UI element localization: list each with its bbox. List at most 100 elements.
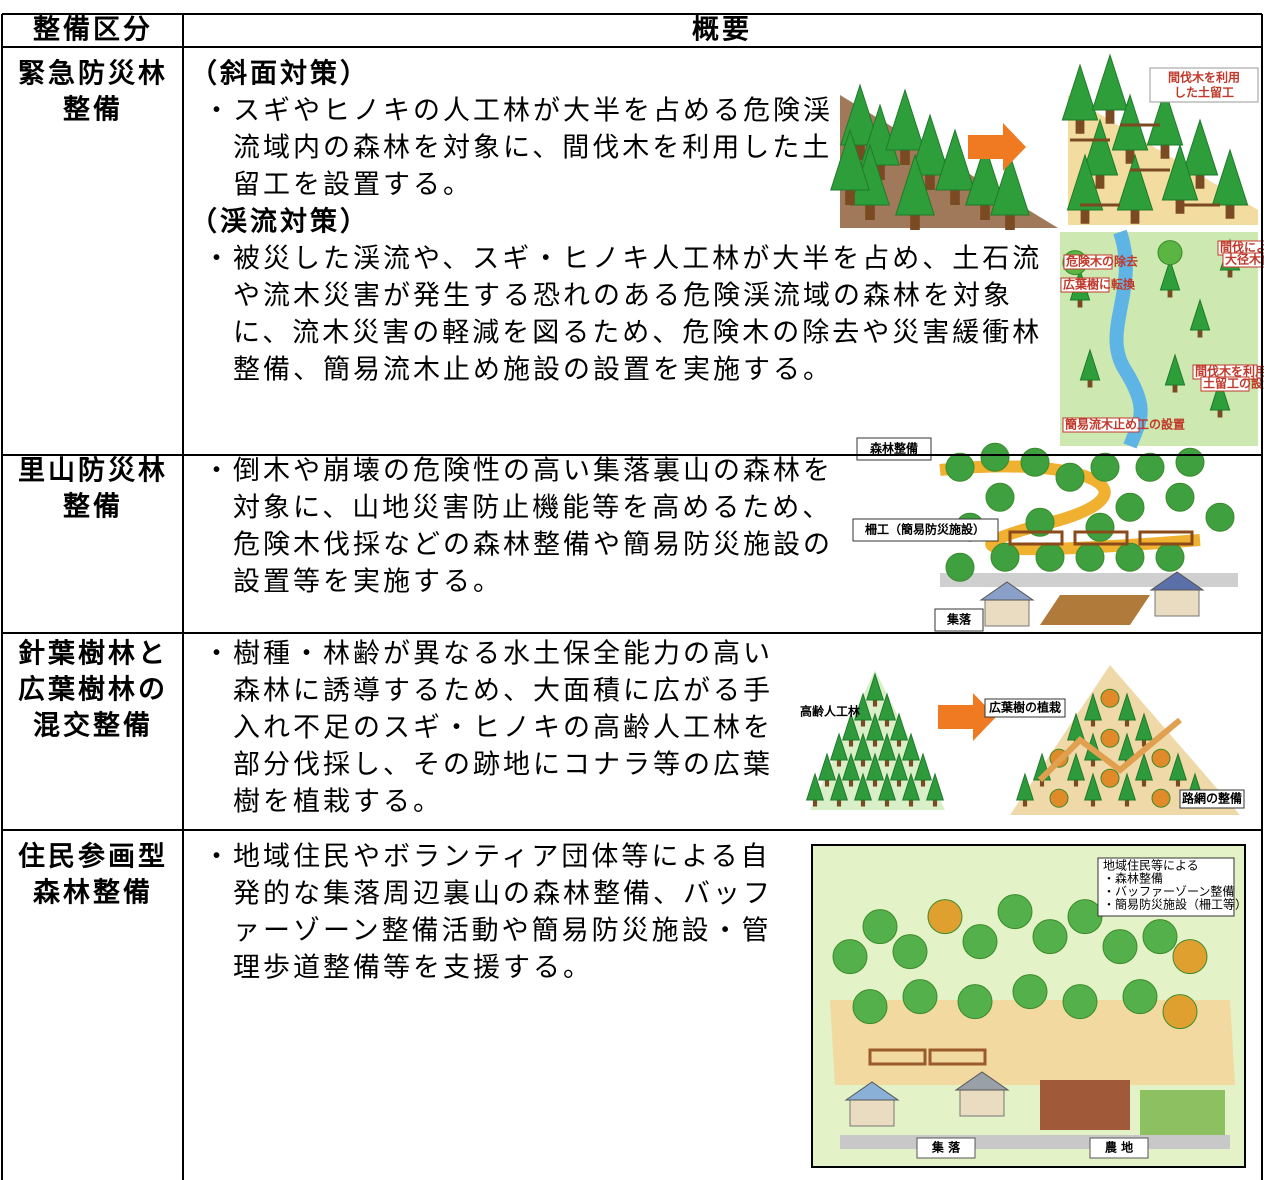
summary-line: 森林に誘導するため、大面積に広がる手: [233, 676, 773, 707]
figure-label: 間伐による: [1220, 240, 1264, 255]
tree: [1115, 542, 1145, 572]
figure-label: 集落: [946, 612, 972, 627]
figure-label: 広葉樹に転換: [1063, 277, 1136, 292]
tree-trunk: [896, 780, 902, 787]
tree: [1100, 688, 1120, 708]
label-box: [1089, 1137, 1149, 1159]
tree-trunk: [908, 800, 914, 807]
tree: [910, 113, 950, 176]
label-box: [1222, 252, 1264, 268]
tree: [1175, 447, 1205, 477]
tree-trunk: [900, 150, 910, 165]
tree: [985, 482, 1015, 512]
tree-trunk: [855, 145, 865, 160]
summary-line: に、流木災害の軽減を図るため、危険木の除去や災害緩衝林: [233, 318, 1042, 349]
tree: [1162, 994, 1198, 1030]
slope: [1068, 95, 1258, 225]
tree: [1111, 93, 1149, 151]
path-road: [1037, 717, 1182, 783]
summary-line: ・地域住民やボランティア団体等による自: [203, 842, 771, 873]
field: [1140, 1090, 1225, 1135]
tree: [889, 752, 909, 781]
tree-trunk: [1039, 780, 1045, 787]
tree-trunk: [1075, 120, 1085, 134]
category-cell: 混交整備: [33, 710, 153, 742]
tree: [1151, 788, 1171, 808]
tree: [1157, 240, 1183, 266]
tree: [1135, 452, 1165, 482]
tree-trunk: [1124, 800, 1130, 807]
tree: [817, 752, 837, 781]
tree-trunk: [884, 720, 890, 727]
figure-label: 高齢人工林: [800, 704, 860, 719]
tree-trunk: [910, 215, 920, 230]
figure-label: 広葉樹の植栽: [989, 700, 1061, 715]
tree-trunk: [896, 740, 902, 747]
tree: [1062, 984, 1098, 1020]
tree: [1164, 353, 1186, 386]
tree: [1115, 492, 1145, 522]
figure-label: 森林整備: [870, 441, 918, 456]
tree-trunk: [1105, 110, 1115, 124]
label-box: [852, 518, 999, 542]
tree: [1168, 752, 1188, 781]
fence: [928, 1048, 987, 1066]
figure-label: ・簡易防災施設（柵工等）: [1103, 897, 1247, 912]
summary-line: ・被災した渓流や、スギ・ヒノキ人工林が大半を占め、土石流: [203, 244, 1042, 275]
category-cell: 整備: [63, 491, 123, 523]
tree: [945, 552, 975, 582]
tree: [927, 899, 963, 935]
tree: [1049, 788, 1069, 808]
tree-trunk: [1090, 760, 1096, 767]
tree: [1209, 378, 1231, 411]
summary-line: 樹を植栽する。: [233, 787, 443, 818]
tree-trunk: [848, 780, 854, 787]
house: [984, 599, 1030, 627]
figure-label: 農 地: [1105, 1140, 1133, 1155]
tree: [877, 732, 897, 761]
tree: [965, 143, 1005, 206]
tree-trunk: [932, 800, 938, 807]
figure-label: 地域住民等による: [1103, 859, 1199, 873]
tree-trunk: [920, 780, 926, 787]
tree: [997, 894, 1033, 930]
tree: [877, 772, 897, 801]
tree: [1100, 728, 1120, 748]
figure-label: した土留工: [1174, 85, 1234, 100]
label-box: [1149, 67, 1259, 103]
tree-trunk: [1227, 270, 1233, 278]
figure-label: 土留工の設置: [1203, 376, 1264, 391]
roof: [954, 1071, 1010, 1091]
summary-line: 入れ不足のスギ・ヒノキの高齢人工林を: [233, 713, 773, 744]
figure-label: 間伐木を利用した: [1195, 364, 1264, 379]
label-box: [1062, 417, 1140, 433]
tree: [1079, 348, 1101, 381]
summary-line: 流域内の森林を対象に、間伐木を利用した土: [233, 133, 832, 164]
tree: [957, 984, 993, 1020]
tree: [877, 692, 897, 721]
tree-trunk: [1095, 175, 1105, 189]
tree-trunk: [1073, 780, 1079, 787]
category-cell: 住民参画型: [18, 841, 168, 873]
tree: [1205, 502, 1235, 532]
tree-trunk: [1175, 780, 1181, 787]
label-box: [1060, 277, 1110, 293]
roof: [844, 1081, 900, 1101]
tree: [889, 712, 909, 741]
tree-trunk: [824, 780, 830, 787]
label-box: [1200, 376, 1250, 392]
tree: [1085, 512, 1115, 542]
header-cell: 概要: [692, 15, 752, 46]
tree-trunk: [1125, 150, 1135, 164]
tree: [1091, 53, 1129, 111]
category-cell: 針葉樹林と: [18, 638, 168, 670]
tree-trunk: [1160, 145, 1170, 159]
tree: [1035, 542, 1065, 572]
label-box: [1063, 254, 1113, 270]
tree-trunk: [925, 175, 935, 190]
tree: [829, 732, 849, 761]
tree: [980, 442, 1010, 472]
tree-trunk: [860, 720, 866, 727]
tree: [841, 712, 861, 741]
tree-trunk: [1080, 210, 1090, 224]
